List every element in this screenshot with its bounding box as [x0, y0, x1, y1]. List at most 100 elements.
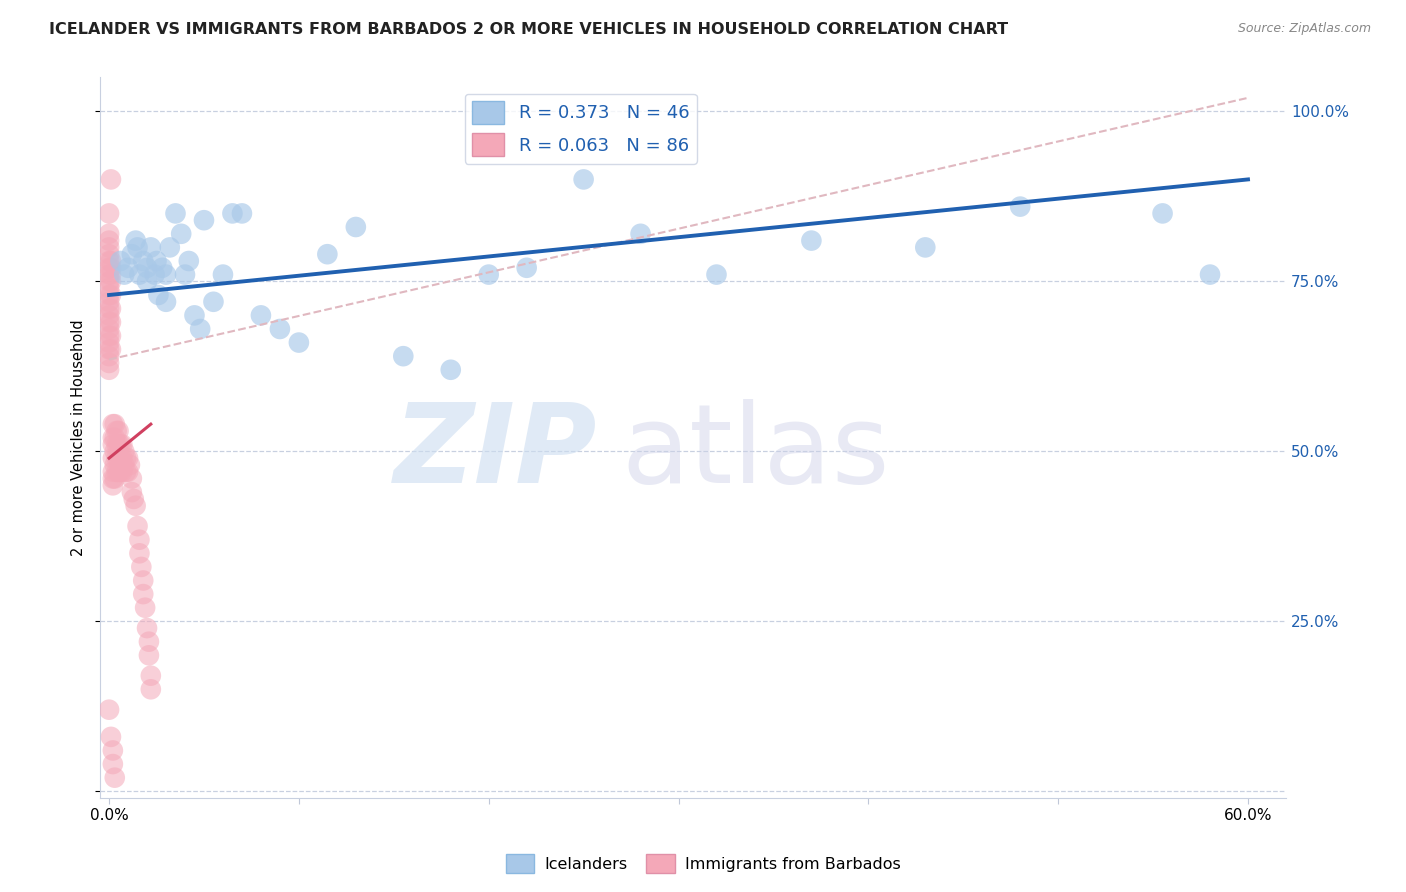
Point [288, 335, 311, 350]
Point [138, 634, 160, 648]
Point [100, 315, 122, 329]
Point [183, 309, 205, 323]
Point [98, 281, 121, 295]
Point [107, 465, 129, 479]
Point [100, 274, 122, 288]
Point [110, 254, 132, 268]
Point [98, 268, 121, 282]
Point [170, 227, 193, 241]
Point [516, 260, 538, 275]
Point [110, 451, 132, 466]
Point [706, 268, 728, 282]
Point [98, 356, 121, 370]
Point [136, 260, 159, 275]
Point [101, 471, 124, 485]
Point [174, 268, 197, 282]
Point [100, 301, 122, 316]
Point [104, 771, 127, 785]
Point [98, 234, 121, 248]
Legend: R = 0.373   N = 46, R = 0.063   N = 86: R = 0.373 N = 46, R = 0.063 N = 86 [464, 94, 696, 163]
Point [112, 268, 135, 282]
Point [572, 172, 595, 186]
Point [101, 743, 124, 757]
Point [136, 621, 159, 635]
Point [101, 417, 124, 432]
Point [98, 294, 121, 309]
Point [136, 274, 159, 288]
Point [145, 254, 167, 268]
Point [193, 213, 215, 227]
Point [104, 471, 127, 485]
Point [98, 254, 121, 268]
Point [98, 260, 121, 275]
Point [98, 335, 121, 350]
Text: ICELANDER VS IMMIGRANTS FROM BARBADOS 2 OR MORE VEHICLES IN HOUSEHOLD CORRELATIO: ICELANDER VS IMMIGRANTS FROM BARBADOS 2 … [49, 22, 1008, 37]
Point [101, 451, 124, 466]
Text: Source: ZipAtlas.com: Source: ZipAtlas.com [1237, 22, 1371, 36]
Point [117, 451, 139, 466]
Point [139, 682, 162, 697]
Point [159, 240, 181, 254]
Point [98, 274, 121, 288]
Point [165, 206, 187, 220]
Point [98, 247, 121, 261]
Point [98, 309, 121, 323]
Point [98, 322, 121, 336]
Point [104, 444, 127, 458]
Point [98, 240, 121, 254]
Point [101, 465, 124, 479]
Text: atlas: atlas [621, 399, 890, 506]
Point [104, 417, 127, 432]
Point [100, 288, 122, 302]
Point [139, 669, 162, 683]
Point [124, 499, 146, 513]
Point [115, 451, 138, 466]
Point [98, 288, 121, 302]
Point [100, 254, 122, 268]
Point [110, 437, 132, 451]
Point [143, 268, 166, 282]
Point [800, 234, 823, 248]
Point [121, 471, 143, 485]
Point [188, 322, 211, 336]
Point [98, 363, 121, 377]
Point [115, 465, 138, 479]
Legend: Icelanders, Immigrants from Barbados: Icelanders, Immigrants from Barbados [499, 847, 907, 880]
Point [111, 451, 134, 466]
Point [138, 648, 160, 663]
Point [128, 546, 150, 560]
Point [100, 260, 122, 275]
Point [117, 465, 139, 479]
Point [98, 301, 121, 316]
Point [104, 431, 127, 445]
Point [221, 206, 243, 220]
Y-axis label: 2 or more Vehicles in Household: 2 or more Vehicles in Household [72, 319, 86, 556]
Point [250, 309, 273, 323]
Point [101, 437, 124, 451]
Point [124, 234, 146, 248]
Point [118, 458, 141, 472]
Point [98, 703, 121, 717]
Point [440, 363, 463, 377]
Point [630, 227, 652, 241]
Point [112, 444, 135, 458]
Point [101, 431, 124, 445]
Point [105, 451, 128, 466]
Point [1152, 206, 1174, 220]
Point [98, 343, 121, 357]
Point [131, 560, 153, 574]
Point [134, 600, 156, 615]
Point [316, 247, 339, 261]
Point [132, 587, 155, 601]
Point [101, 757, 124, 772]
Point [269, 322, 291, 336]
Point [98, 206, 121, 220]
Point [112, 458, 135, 472]
Point [132, 574, 155, 588]
Point [107, 451, 129, 466]
Point [100, 328, 122, 343]
Point [104, 458, 127, 472]
Point [121, 485, 143, 500]
Point [122, 491, 145, 506]
Point [127, 240, 149, 254]
